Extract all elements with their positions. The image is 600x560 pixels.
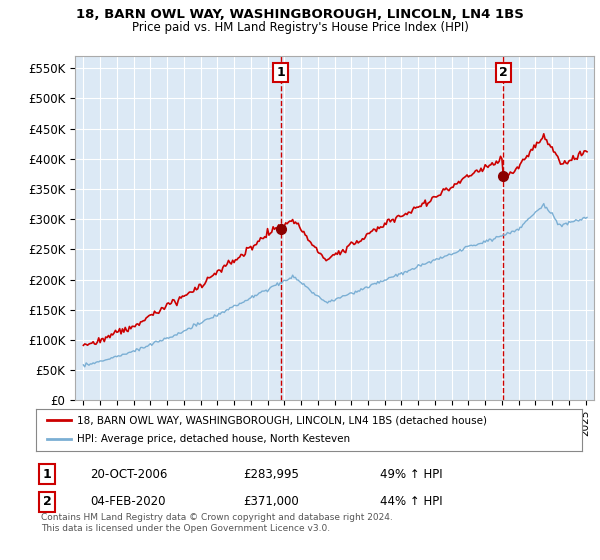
Text: 18, BARN OWL WAY, WASHINGBOROUGH, LINCOLN, LN4 1BS: 18, BARN OWL WAY, WASHINGBOROUGH, LINCOL…	[76, 8, 524, 21]
Text: 49% ↑ HPI: 49% ↑ HPI	[380, 468, 443, 481]
Text: 1: 1	[277, 66, 285, 80]
Text: 04-FEB-2020: 04-FEB-2020	[91, 496, 166, 508]
Text: 18, BARN OWL WAY, WASHINGBOROUGH, LINCOLN, LN4 1BS (detached house): 18, BARN OWL WAY, WASHINGBOROUGH, LINCOL…	[77, 415, 487, 425]
Text: HPI: Average price, detached house, North Kesteven: HPI: Average price, detached house, Nort…	[77, 435, 350, 445]
Text: £371,000: £371,000	[244, 496, 299, 508]
Text: £283,995: £283,995	[244, 468, 299, 481]
Text: Contains HM Land Registry data © Crown copyright and database right 2024.
This d: Contains HM Land Registry data © Crown c…	[41, 514, 393, 533]
Text: 1: 1	[43, 468, 51, 481]
Text: 2: 2	[43, 496, 51, 508]
Text: 20-OCT-2006: 20-OCT-2006	[91, 468, 168, 481]
Text: 2: 2	[499, 66, 508, 80]
Text: 44% ↑ HPI: 44% ↑ HPI	[380, 496, 443, 508]
Text: Price paid vs. HM Land Registry's House Price Index (HPI): Price paid vs. HM Land Registry's House …	[131, 21, 469, 34]
